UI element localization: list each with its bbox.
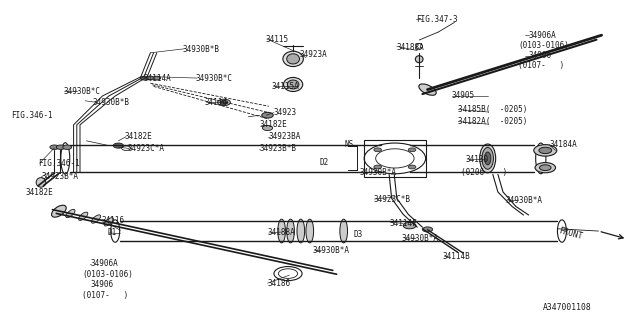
Text: 34185B(  -0205): 34185B( -0205)	[458, 105, 527, 114]
Circle shape	[408, 165, 416, 169]
Ellipse shape	[306, 219, 314, 243]
Circle shape	[153, 76, 161, 80]
Text: 34930B*C: 34930B*C	[64, 87, 101, 96]
Ellipse shape	[484, 152, 491, 165]
Text: 34930B*B: 34930B*B	[93, 98, 130, 107]
Text: 34114B: 34114B	[443, 252, 470, 261]
Text: D1: D1	[108, 228, 116, 237]
Circle shape	[374, 165, 381, 169]
Text: 34906: 34906	[529, 51, 552, 60]
Text: 34923A: 34923A	[300, 50, 327, 59]
Circle shape	[408, 148, 416, 152]
Ellipse shape	[61, 143, 70, 174]
Ellipse shape	[340, 219, 348, 243]
Ellipse shape	[536, 143, 546, 174]
Text: 34905: 34905	[451, 92, 474, 100]
Circle shape	[56, 145, 65, 149]
Text: 34930B*C: 34930B*C	[195, 74, 232, 83]
Ellipse shape	[283, 51, 303, 67]
Circle shape	[63, 145, 72, 149]
Circle shape	[50, 145, 59, 149]
Text: 34114F: 34114F	[389, 219, 417, 228]
Circle shape	[539, 147, 552, 154]
Text: 34930B*B: 34930B*B	[182, 45, 220, 54]
Text: FIG.347-3: FIG.347-3	[416, 15, 458, 24]
Text: 34115A: 34115A	[272, 82, 300, 91]
Text: 34923C*B: 34923C*B	[373, 195, 410, 204]
Text: 34188A: 34188A	[268, 228, 295, 237]
Text: (0206-   ): (0206- )	[461, 168, 507, 177]
Text: 34130: 34130	[466, 155, 489, 164]
Text: (0107-   ): (0107- )	[518, 61, 564, 70]
Circle shape	[220, 100, 228, 104]
Circle shape	[535, 163, 556, 173]
Ellipse shape	[92, 215, 100, 223]
Ellipse shape	[419, 84, 436, 95]
Text: 34184A: 34184A	[549, 140, 577, 149]
Text: 34182E: 34182E	[125, 132, 152, 141]
Circle shape	[218, 99, 230, 106]
Ellipse shape	[287, 54, 300, 64]
Text: (0103-0106): (0103-0106)	[518, 41, 569, 50]
Ellipse shape	[278, 219, 285, 243]
Text: 34116: 34116	[101, 216, 124, 225]
Circle shape	[422, 227, 433, 232]
Ellipse shape	[79, 212, 88, 220]
Circle shape	[140, 76, 148, 80]
Text: 34186: 34186	[268, 279, 291, 288]
Ellipse shape	[415, 56, 423, 63]
Circle shape	[534, 145, 557, 156]
Circle shape	[113, 143, 124, 148]
Ellipse shape	[284, 77, 303, 92]
Ellipse shape	[287, 219, 294, 243]
Circle shape	[374, 148, 381, 152]
Text: 34115: 34115	[266, 36, 289, 44]
Ellipse shape	[482, 148, 493, 169]
Circle shape	[403, 222, 416, 229]
Text: D2: D2	[320, 158, 329, 167]
Text: FIG.346-1: FIG.346-1	[38, 159, 80, 168]
Text: 34114A: 34114A	[144, 74, 172, 83]
Text: 34188A: 34188A	[397, 43, 424, 52]
Text: 34923B*B: 34923B*B	[259, 144, 296, 153]
Ellipse shape	[480, 144, 496, 173]
Text: 34906A: 34906A	[91, 260, 118, 268]
Text: A347001108: A347001108	[543, 303, 591, 312]
Ellipse shape	[104, 218, 113, 226]
Ellipse shape	[287, 80, 299, 89]
Ellipse shape	[111, 220, 120, 242]
Circle shape	[147, 76, 154, 80]
Text: 34930B*A: 34930B*A	[506, 196, 543, 205]
Text: D3: D3	[353, 230, 362, 239]
Bar	[364, 140, 426, 177]
Text: 34114: 34114	[205, 98, 228, 107]
Ellipse shape	[36, 178, 46, 187]
Text: (0107-   ): (0107- )	[82, 291, 128, 300]
Ellipse shape	[297, 219, 305, 243]
Circle shape	[262, 125, 273, 131]
Text: 34923B*A: 34923B*A	[42, 172, 79, 181]
Text: 34182A(  -0205): 34182A( -0205)	[458, 117, 527, 126]
Text: 34923BA: 34923BA	[269, 132, 301, 141]
Text: 34930B*A: 34930B*A	[402, 234, 439, 243]
Text: NS: NS	[344, 140, 353, 149]
Text: 34923C*A: 34923C*A	[128, 144, 165, 153]
Circle shape	[540, 165, 551, 171]
Text: (0103-0106): (0103-0106)	[82, 270, 132, 279]
Ellipse shape	[416, 44, 422, 49]
Ellipse shape	[557, 220, 566, 242]
Text: 34930B*A: 34930B*A	[360, 168, 397, 177]
Text: 34182E: 34182E	[259, 120, 287, 129]
Text: 34923: 34923	[274, 108, 297, 117]
Circle shape	[262, 112, 273, 118]
Text: 34906: 34906	[91, 280, 114, 289]
Ellipse shape	[52, 205, 66, 217]
Text: 34906A: 34906A	[529, 31, 556, 40]
Text: 34930B*A: 34930B*A	[312, 246, 349, 255]
Text: 34182E: 34182E	[26, 188, 53, 197]
Text: FRONT: FRONT	[558, 226, 584, 241]
Ellipse shape	[66, 209, 75, 218]
Text: FIG.346-1: FIG.346-1	[12, 111, 53, 120]
